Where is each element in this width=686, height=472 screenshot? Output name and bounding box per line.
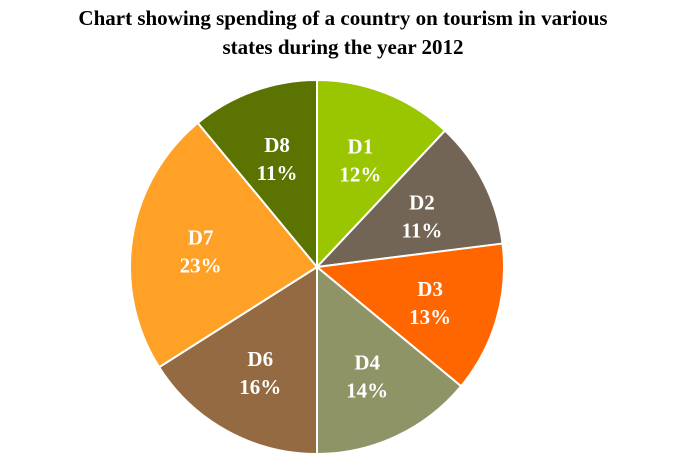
slice-label-d2: D2 [409, 191, 435, 215]
pie-slice-d1 [316, 78, 447, 270]
pie-slice-d8 [196, 78, 318, 270]
slice-label-d6: D6 [247, 347, 273, 371]
pie-slice-d6 [157, 265, 318, 456]
slice-label-d7: D7 [188, 226, 214, 250]
slice-value-d6: 16% [239, 375, 281, 399]
slice-value-d7: 23% [180, 254, 222, 278]
slice-value-d2: 11% [402, 219, 443, 243]
slice-label-d4: D4 [354, 351, 380, 375]
chart-title-line-2: states during the year 2012 [222, 35, 464, 59]
pie-slice-d4 [316, 264, 463, 456]
pie-slice-d2 [314, 129, 504, 269]
slice-value-d4: 14% [346, 379, 388, 403]
chart-title-line-1: Chart showing spending of a country on t… [78, 6, 608, 30]
chart-title: Chart showing spending of a country on t… [0, 4, 686, 62]
slice-value-d8: 11% [257, 161, 298, 185]
slice-value-d1: 12% [339, 162, 381, 186]
pie-slice-d7 [129, 121, 319, 369]
slice-label-d1: D1 [348, 134, 374, 158]
slice-label-d8: D8 [264, 133, 290, 157]
slice-value-d3: 13% [409, 305, 451, 329]
pie-slice-d3 [314, 242, 505, 388]
slice-label-d3: D3 [417, 277, 443, 301]
